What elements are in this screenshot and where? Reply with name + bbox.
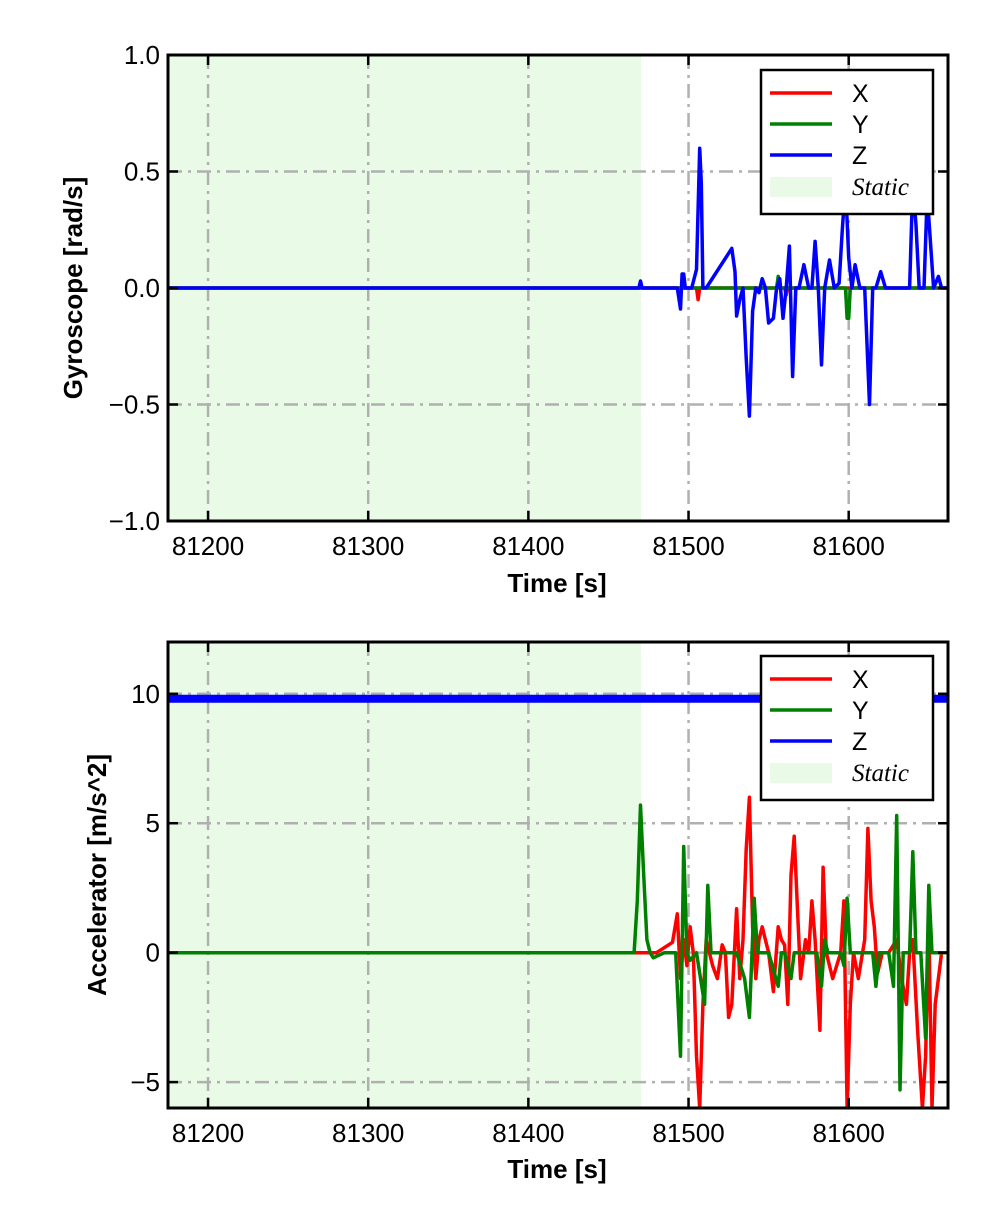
gyroscope-y-axis-label: Gyroscope [rad/s] bbox=[58, 177, 88, 400]
gyroscope-x-tick-label: 81300 bbox=[332, 531, 404, 561]
accelerometer-ticks: 81200 81300 81400 81500 81600 −5 0 5 10 bbox=[130, 642, 948, 1148]
accelerometer-plot-frame bbox=[166, 640, 950, 1110]
accelerometer-legend-z-label: Z bbox=[852, 728, 867, 756]
gyroscope-legend-y-label: Y bbox=[852, 111, 869, 139]
gyroscope-legend-static-swatch bbox=[770, 177, 832, 197]
accelerometer-x-tick-label: 81200 bbox=[172, 1118, 244, 1148]
accelerometer-x-tick-label: 81600 bbox=[813, 1118, 885, 1148]
gyroscope-x-axis-label: Time [s] bbox=[507, 568, 606, 598]
gyroscope-x-tick-label: 81500 bbox=[652, 531, 724, 561]
accelerometer-y-tick-label: 5 bbox=[146, 808, 160, 838]
accelerometer-x-tick-label: 81500 bbox=[652, 1118, 724, 1148]
accelerometer-plot: 81200 81300 81400 81500 81600 −5 0 5 10 Accelera… bbox=[82, 640, 950, 1184]
accelerometer-y-axis-label: Accelerator [m/s^2] bbox=[82, 754, 112, 996]
accelerometer-static-region bbox=[168, 642, 641, 1108]
gyroscope-ticks: 81200 81300 81400 81500 81600 −1.0 −0.5 0.0 0.5 1… bbox=[109, 40, 948, 561]
gyroscope-series-z-line bbox=[168, 146, 948, 418]
accelerometer-y-tick-label: −5 bbox=[130, 1067, 160, 1097]
accelerometer-series-y-line bbox=[168, 803, 948, 1092]
gyroscope-legend: X Y Z Static bbox=[759, 68, 935, 216]
gyroscope-lines bbox=[168, 146, 948, 418]
gyroscope-y-tick-label: −1.0 bbox=[109, 506, 160, 536]
accelerometer-x-tick-label: 81300 bbox=[332, 1118, 404, 1148]
accelerometer-x-tick-label: 81400 bbox=[492, 1118, 564, 1148]
accelerometer-legend-y-label: Y bbox=[852, 697, 869, 725]
accelerometer-legend-static-label: Static bbox=[852, 760, 909, 787]
accelerometer-x-axis-label: Time [s] bbox=[507, 1154, 606, 1184]
accelerometer-legend-static-swatch bbox=[770, 763, 832, 783]
gyroscope-y-tick-label: 0.0 bbox=[124, 273, 160, 303]
gyroscope-legend-z-label: Z bbox=[852, 142, 867, 170]
accelerometer-y-tick-label: 0 bbox=[146, 938, 160, 968]
gyroscope-y-tick-label: −0.5 bbox=[109, 390, 160, 420]
gyroscope-plot: 81200 81300 81400 81500 81600 −1.0 −0.5 0.0 0.5 1… bbox=[58, 40, 950, 598]
gyroscope-x-tick-label: 81600 bbox=[813, 531, 885, 561]
gyroscope-legend-static-label: Static bbox=[852, 174, 909, 201]
gyroscope-x-tick-label: 81400 bbox=[492, 531, 564, 561]
gyroscope-x-tick-label: 81200 bbox=[172, 531, 244, 561]
accelerometer-y-tick-label: 10 bbox=[131, 679, 160, 709]
accelerometer-legend-x-label: X bbox=[852, 666, 869, 694]
accelerometer-legend: X Y Z Static bbox=[759, 654, 935, 802]
gyroscope-y-tick-label: 1.0 bbox=[124, 40, 160, 70]
gyroscope-legend-x-label: X bbox=[852, 80, 869, 108]
gyroscope-y-tick-label: 0.5 bbox=[124, 157, 160, 187]
